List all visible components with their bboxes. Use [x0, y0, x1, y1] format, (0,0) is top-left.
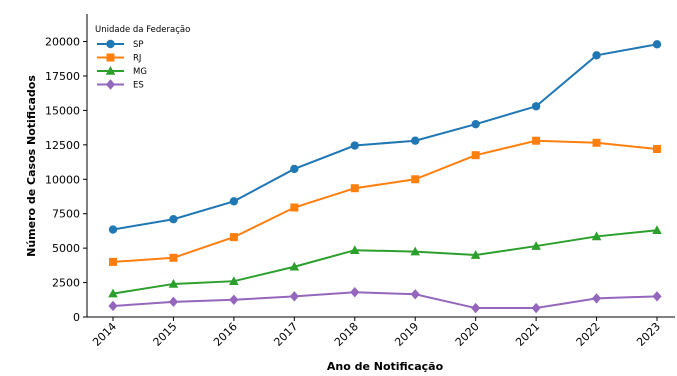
- y-tick-label: 12500: [45, 139, 80, 152]
- data-point-mg: [289, 261, 300, 271]
- series-line-sp: [112, 43, 658, 231]
- legend-item-mg: MG: [97, 66, 147, 77]
- data-point-rj: [109, 257, 117, 266]
- data-point-mg: [349, 245, 360, 255]
- x-tick-label: 2019: [392, 320, 421, 349]
- data-point-rj: [169, 253, 178, 262]
- legend-marker-es: [105, 79, 116, 90]
- data-point-mg: [531, 241, 541, 250]
- data-point-sp: [169, 215, 178, 224]
- y-tick-label: 0: [73, 311, 80, 324]
- data-point-es: [591, 293, 602, 304]
- series-line-rj: [112, 139, 658, 263]
- data-point-es: [531, 302, 541, 314]
- data-point-sp: [592, 51, 601, 60]
- data-point-rj: [532, 136, 541, 145]
- series-sp: [108, 40, 662, 234]
- data-point-sp: [350, 141, 359, 150]
- data-point-mg: [108, 288, 118, 298]
- y-tick-label: 20000: [45, 36, 80, 49]
- data-point-sp: [229, 197, 239, 206]
- legend-item-sp: SP: [97, 39, 144, 50]
- x-tick-label: 2017: [271, 320, 300, 349]
- data-point-mg: [591, 231, 602, 241]
- y-tick-label: 7500: [52, 208, 80, 221]
- data-point-sp: [652, 40, 662, 49]
- data-point-sp: [531, 102, 541, 111]
- data-point-es: [652, 291, 662, 302]
- x-tick-label: 2022: [574, 320, 603, 349]
- data-point-mg: [470, 250, 481, 259]
- data-point-rj: [350, 184, 359, 193]
- x-tick-label: 2015: [151, 320, 180, 349]
- data-point-rj: [592, 138, 601, 147]
- legend-marker-mg: [105, 66, 116, 75]
- data-point-mg: [168, 278, 179, 288]
- legend-label-rj: RJ: [133, 54, 141, 64]
- data-point-mg: [652, 225, 662, 235]
- y-tick-label: 10000: [45, 173, 80, 186]
- legend-item-es: ES: [97, 79, 144, 91]
- data-point-rj: [229, 233, 238, 242]
- y-tick-label: 2500: [52, 277, 80, 290]
- series-rj: [109, 136, 661, 266]
- data-point-rj: [471, 151, 480, 160]
- x-axis-title: Ano de Notificação: [327, 360, 444, 373]
- legend: Unidade da Federação SP RJ MG ES: [95, 25, 190, 91]
- series-line-es: [112, 291, 658, 310]
- x-tick-label: 2018: [332, 320, 361, 349]
- series-line-mg: [112, 229, 658, 295]
- series-mg: [108, 225, 662, 298]
- data-point-es: [289, 291, 299, 302]
- data-point-es: [168, 296, 179, 308]
- y-tick-label: 17500: [45, 70, 80, 83]
- x-tick-label: 2021: [513, 320, 542, 349]
- series-es: [108, 287, 662, 314]
- y-tick-label: 15000: [45, 104, 80, 117]
- data-point-sp: [471, 119, 480, 129]
- x-tick-label: 2020: [453, 320, 482, 349]
- legend-label-es: ES: [133, 81, 144, 91]
- data-point-mg: [410, 246, 421, 256]
- data-point-es: [229, 294, 239, 305]
- data-point-es: [471, 302, 481, 314]
- data-point-sp: [290, 164, 299, 174]
- x-tick-label: 2014: [90, 320, 119, 349]
- data-point-sp: [108, 225, 118, 234]
- x-tick-label: 2016: [211, 320, 240, 349]
- y-tick-label: 5000: [52, 242, 80, 255]
- legend-marker-rj: [106, 53, 115, 62]
- legend-item-rj: RJ: [97, 53, 141, 64]
- data-point-sp: [411, 136, 420, 145]
- data-point-es: [108, 300, 118, 312]
- data-point-es: [410, 289, 420, 300]
- data-point-mg: [229, 276, 239, 285]
- data-point-rj: [653, 144, 661, 153]
- data-point-rj: [411, 175, 420, 184]
- y-axis-title: Número de Casos Notificados: [25, 75, 38, 257]
- data-point-es: [350, 287, 360, 298]
- data-point-rj: [290, 203, 299, 212]
- legend-marker-sp: [106, 39, 115, 49]
- axes: 0 2500 5000 7500 10000 12500 15000 17500 20000 20…: [45, 14, 675, 349]
- legend-label-mg: MG: [133, 67, 147, 77]
- legend-title: Unidade da Federação: [95, 25, 190, 35]
- x-tick-label: 2023: [634, 320, 663, 349]
- legend-label-sp: SP: [133, 40, 144, 50]
- series-layer: [108, 40, 662, 314]
